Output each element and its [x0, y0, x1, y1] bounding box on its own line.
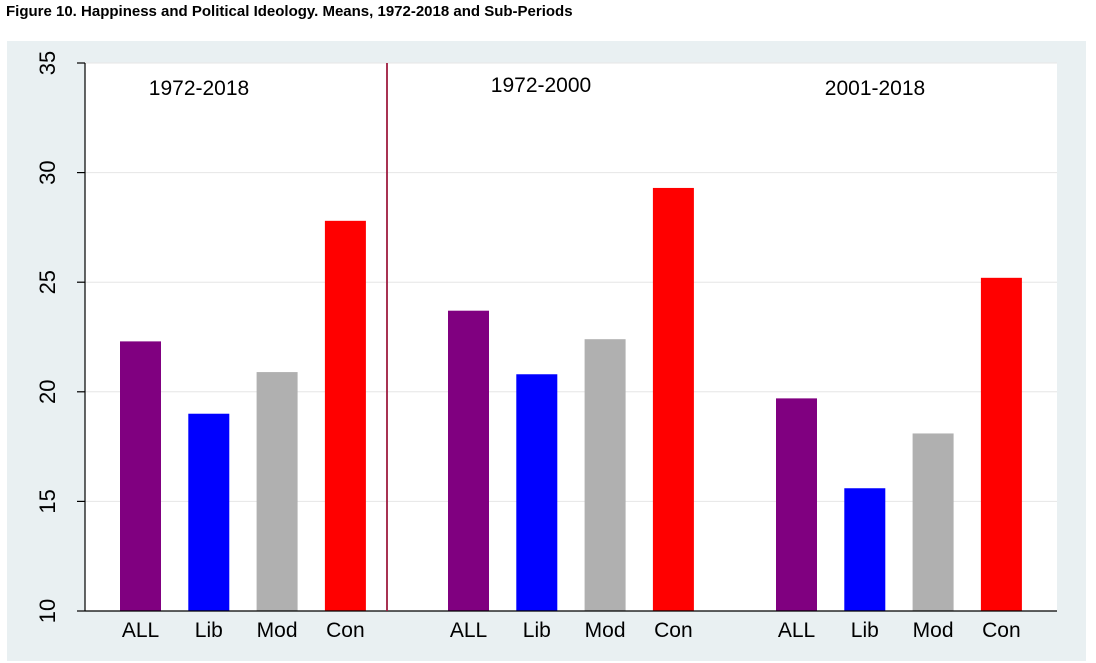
bars — [120, 187, 1022, 611]
category-label: Con — [654, 619, 693, 642]
category-label: Con — [326, 619, 365, 642]
y-tick-label: 15 — [35, 489, 60, 513]
bar-1972-2018-all — [120, 341, 161, 611]
y-tick-label: 30 — [35, 160, 60, 184]
bar-2001-2018-lib — [844, 488, 886, 611]
bar-1972-2018-con — [324, 220, 366, 611]
bar-2001-2018-all — [776, 398, 817, 611]
panel-label: 1972-2018 — [149, 77, 249, 100]
bar-2001-2018-mod — [912, 433, 954, 611]
category-label: Lib — [851, 619, 879, 642]
y-tick-label: 35 — [35, 51, 60, 75]
bar-2001-2018-con — [980, 277, 1022, 611]
figure-title: Figure 10. Happiness and Political Ideol… — [6, 3, 573, 20]
panel-labels: 1972-2018 1972-2000 2001-2018 — [149, 74, 925, 100]
category-label: Lib — [523, 619, 551, 642]
bar-1972-2018-lib — [188, 413, 230, 611]
panel-label: 2001-2018 — [825, 77, 925, 100]
category-label: ALL — [450, 619, 487, 642]
bar-1972-2000-mod — [584, 339, 626, 611]
y-ticks: 10 15 20 25 30 35 — [35, 51, 85, 623]
y-tick-label: 10 — [35, 599, 60, 623]
category-label: Lib — [195, 619, 223, 642]
y-tick-label: 25 — [35, 270, 60, 294]
gridlines — [85, 62, 1057, 502]
bar-1972-2018-mod — [256, 372, 298, 611]
plot-area — [85, 63, 1057, 611]
category-label: ALL — [778, 619, 815, 642]
category-label: ALL — [122, 619, 159, 642]
category-labels: ALL Lib Mod Con ALL Lib Mod Con ALL Lib Mod Con — [122, 619, 1021, 642]
bar-1972-2000-lib — [516, 374, 558, 611]
bar-1972-2000-con — [652, 187, 694, 611]
bar-1972-2000-all — [448, 310, 489, 611]
panel-label: 1972-2000 — [491, 74, 591, 97]
category-label: Mod — [585, 619, 626, 642]
category-label: Con — [982, 619, 1021, 642]
category-label: Mod — [257, 619, 298, 642]
y-tick-label: 20 — [35, 380, 60, 404]
category-label: Mod — [913, 619, 954, 642]
